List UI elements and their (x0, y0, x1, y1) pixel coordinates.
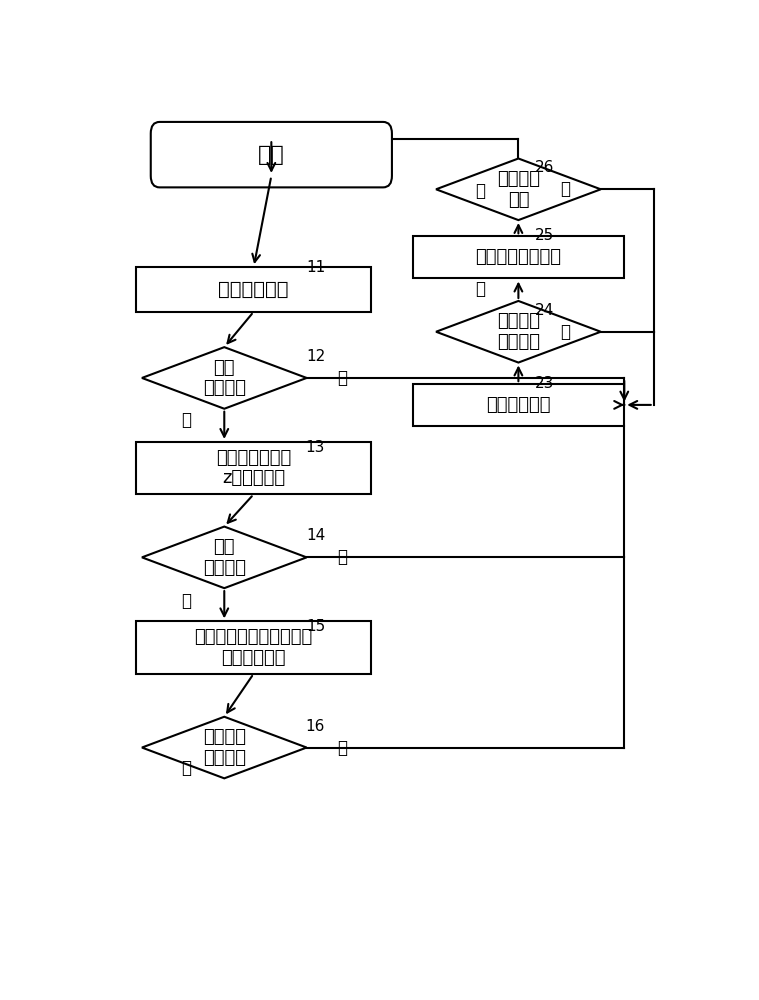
FancyBboxPatch shape (151, 122, 392, 187)
Text: 否: 否 (337, 369, 347, 387)
Text: 光源
正常发光: 光源 正常发光 (203, 359, 246, 397)
Polygon shape (436, 301, 601, 363)
Text: 14: 14 (306, 528, 325, 543)
FancyBboxPatch shape (413, 236, 625, 278)
FancyBboxPatch shape (136, 442, 371, 494)
Polygon shape (142, 347, 307, 409)
Text: 是: 是 (475, 182, 485, 200)
Text: 25: 25 (535, 228, 555, 243)
Text: 是: 是 (181, 411, 191, 429)
Text: 发送报警信息: 发送报警信息 (487, 396, 550, 414)
FancyBboxPatch shape (136, 621, 371, 674)
Text: 15: 15 (306, 619, 325, 634)
Text: 是: 是 (181, 759, 191, 777)
Text: 26: 26 (535, 160, 555, 175)
Polygon shape (142, 527, 307, 588)
FancyBboxPatch shape (413, 384, 625, 426)
Text: 获取三维平移台
z轴反馈电流: 获取三维平移台 z轴反馈电流 (216, 449, 291, 487)
Text: 11: 11 (306, 260, 325, 275)
Text: 电流
小于阈值: 电流 小于阈值 (203, 538, 246, 577)
Text: 否: 否 (560, 323, 571, 341)
Text: 24: 24 (535, 303, 555, 318)
Text: 16: 16 (306, 719, 325, 734)
Text: 时间间隔
小于阈值: 时间间隔 小于阈值 (203, 728, 246, 767)
Text: 是: 是 (475, 280, 485, 298)
Text: 否: 否 (337, 739, 347, 757)
FancyBboxPatch shape (136, 267, 371, 312)
Polygon shape (142, 717, 307, 778)
Text: 报警信息
发送成功: 报警信息 发送成功 (497, 312, 540, 351)
Text: 否: 否 (337, 548, 347, 566)
Text: 获取光源亮度: 获取光源亮度 (219, 280, 289, 299)
Text: 等待报警信号解除: 等待报警信号解除 (475, 248, 562, 266)
Text: 获取图像远程存储参数改
变的时间间隔: 获取图像远程存储参数改 变的时间间隔 (194, 628, 313, 667)
Polygon shape (436, 158, 601, 220)
Text: 12: 12 (306, 349, 325, 364)
Text: 报警信号
解除: 报警信号 解除 (497, 170, 540, 209)
Text: 23: 23 (535, 376, 555, 391)
Text: 13: 13 (306, 440, 325, 455)
Text: 是: 是 (181, 592, 191, 610)
Text: 开始: 开始 (258, 145, 285, 165)
Text: 否: 否 (560, 180, 571, 198)
